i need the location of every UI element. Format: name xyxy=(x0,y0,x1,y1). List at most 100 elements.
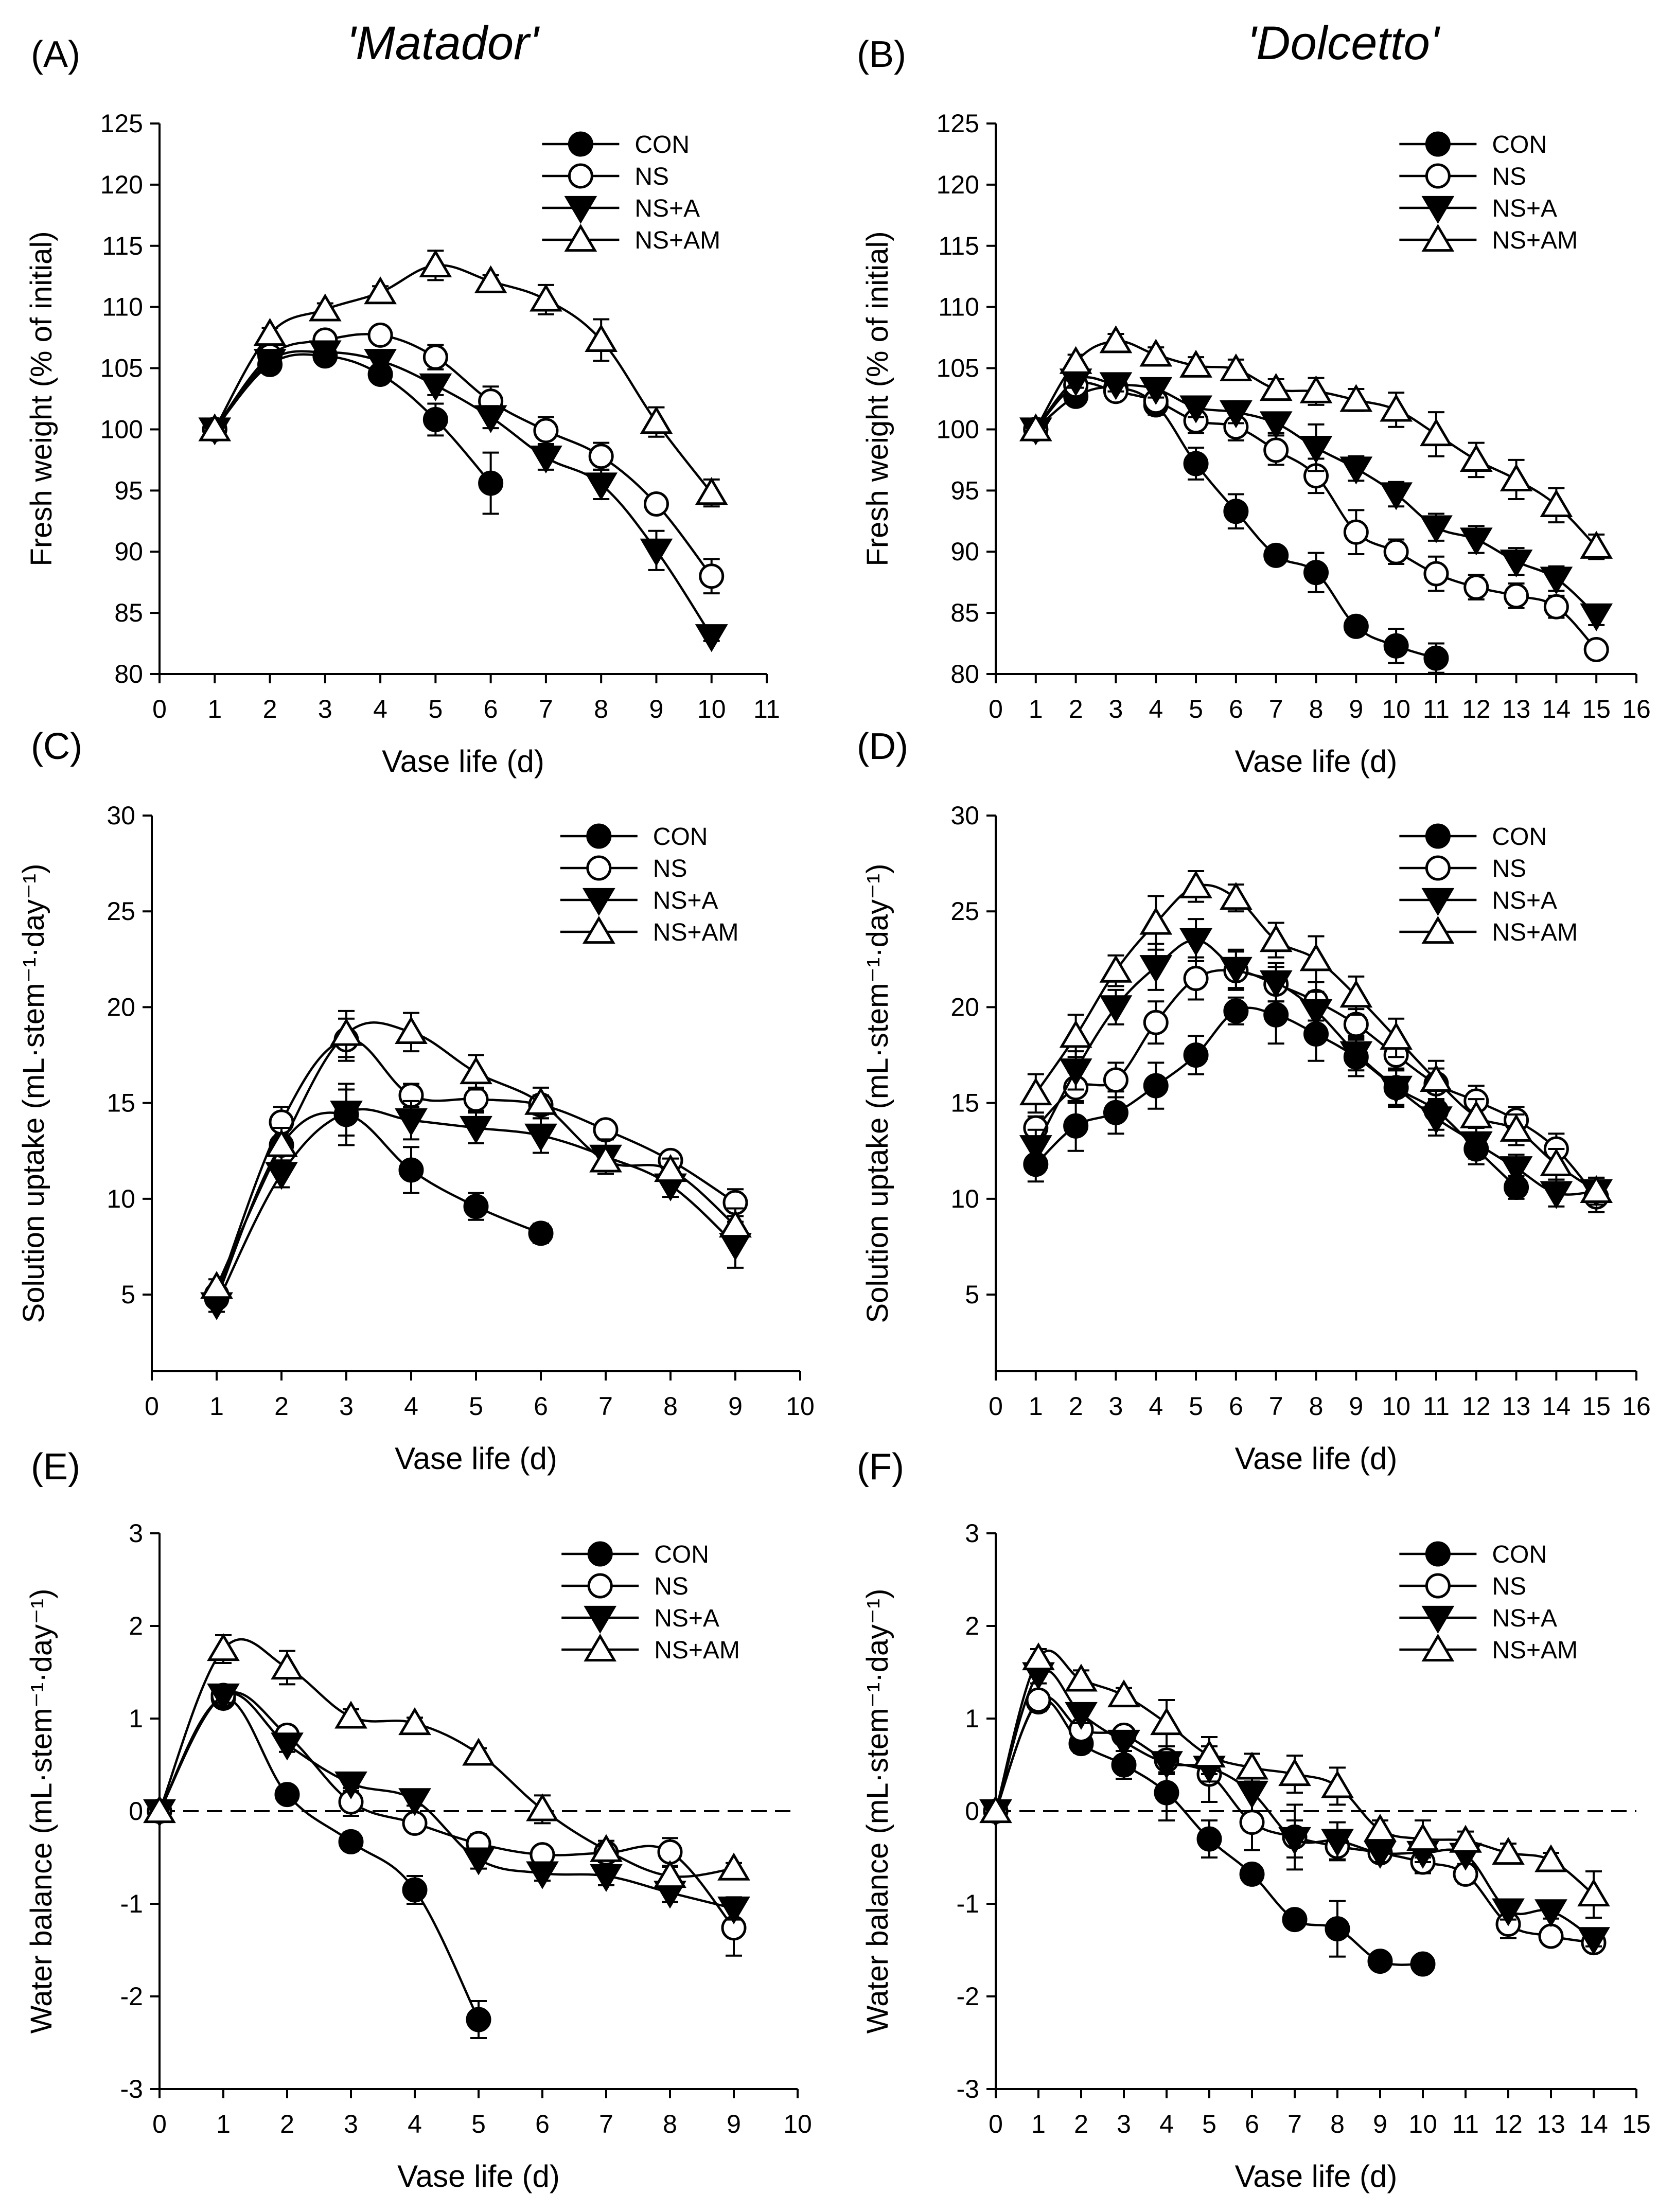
y-tick-label: 5 xyxy=(121,1280,135,1309)
data-point-NS xyxy=(593,1117,619,1143)
x-tick-label: 10 xyxy=(783,2110,812,2138)
x-tick-label: 6 xyxy=(1245,2110,1259,2138)
x-tick-label: 0 xyxy=(989,2110,1003,2138)
legend-entry-NS+AM: NS+AM xyxy=(561,1633,740,1664)
legend-entry-NS+AM: NS+AM xyxy=(542,223,720,254)
data-point-NS+AM xyxy=(143,1795,176,1824)
data-point-NS+A xyxy=(590,1864,623,1892)
y-axis-label-F: Water balance (mL·stem⁻¹·day⁻¹) xyxy=(861,1589,894,2034)
legend-entry-NS+A: NS+A xyxy=(561,1605,719,1634)
y-tick-label: 100 xyxy=(100,415,143,444)
x-tick-label: 13 xyxy=(1502,695,1531,723)
data-point-CON xyxy=(1325,1916,1350,1942)
x-tick-label: 0 xyxy=(989,695,1003,723)
data-point-NS xyxy=(1103,1067,1128,1093)
data-point-CON xyxy=(478,470,504,496)
data-point-CON xyxy=(1183,451,1209,476)
legend-entry-CON: CON xyxy=(1399,1541,1547,1568)
data-point-CON xyxy=(1143,1073,1169,1099)
data-point-NS+AM xyxy=(265,1129,298,1157)
legend-marker-NS xyxy=(1425,855,1451,881)
data-point-NS+AM xyxy=(1449,1825,1482,1853)
data-point-NS+AM xyxy=(462,1738,495,1766)
x-tick-label: 2 xyxy=(1069,695,1083,723)
legend-entry-CON: CON xyxy=(560,823,708,851)
data-point-NS+AM xyxy=(1540,1148,1573,1176)
legend-label: NS+AM xyxy=(634,227,720,254)
data-point-NS+AM xyxy=(330,1018,363,1046)
legend-entry-NS+A: NS+A xyxy=(1399,195,1557,224)
data-point-NS+A xyxy=(1139,377,1173,405)
data-point-NS+AM xyxy=(1022,1642,1055,1671)
y-tick-label: 100 xyxy=(937,415,979,444)
x-tick-label: 4 xyxy=(1149,695,1163,723)
data-point-CON xyxy=(1103,1100,1128,1125)
data-point-NS+AM xyxy=(640,406,673,434)
series-NS+AM xyxy=(979,1642,1610,1919)
data-point-NS+AM xyxy=(398,1707,431,1736)
y-axis-label-A: Fresh weight (% of initial) xyxy=(25,231,58,566)
legend-label: NS+AM xyxy=(1492,227,1578,254)
legend-label: NS+A xyxy=(1492,195,1557,222)
panel-label-C: (C) xyxy=(31,726,82,767)
data-point-NS+AM xyxy=(1339,384,1373,412)
data-point-NS+A xyxy=(1321,1829,1354,1857)
y-tick-label: 85 xyxy=(950,598,979,627)
y-tick-label: 120 xyxy=(937,170,979,199)
data-point-NS+A xyxy=(271,1732,304,1761)
data-point-NS+A xyxy=(395,1108,428,1137)
data-point-NS xyxy=(422,344,448,370)
y-tick-label: 115 xyxy=(102,232,143,260)
x-tick-label: 6 xyxy=(535,2110,550,2138)
x-tick-label: 3 xyxy=(318,695,332,723)
chart-panel-F: (F)0 1 2 3 4 5 6 7 8 9 10 11 12 13 14 15-3-2-10123Vase … xyxy=(857,1446,1651,2193)
series-line xyxy=(158,1691,735,1929)
data-point-NS+AM xyxy=(1019,1077,1052,1106)
data-point-NS+AM xyxy=(308,293,342,322)
x-tick-label: 4 xyxy=(404,1392,418,1421)
x-tick-label: 10 xyxy=(786,1392,815,1421)
legend-marker-NS+AM xyxy=(1421,1633,1455,1662)
data-point-NS+AM xyxy=(1065,1664,1098,1692)
data-point-NS+AM xyxy=(253,317,287,346)
legend-marker-NS xyxy=(586,855,612,881)
chart-panel-C: (C) 0 1 2 3 4 5 6 7 8 9 10 5 10 15 20 25 30 Vase life (d) S… xyxy=(17,726,815,1476)
data-point-CON xyxy=(1239,1861,1265,1887)
y-axis-label-E: Water balance (mL·stem⁻¹·day⁻¹) xyxy=(25,1589,58,2034)
data-point-NS+AM xyxy=(1236,1751,1268,1780)
data-point-NS+AM xyxy=(1534,1844,1567,1872)
data-point-NS+A xyxy=(1500,550,1533,578)
data-point-CON xyxy=(338,1829,364,1854)
data-point-NS+A xyxy=(1019,1135,1052,1163)
data-point-NS+AM xyxy=(1540,489,1573,517)
series-NS+AM xyxy=(200,1010,752,1299)
y-tick-label: -1 xyxy=(120,1889,143,1918)
data-point-NS+AM xyxy=(1259,924,1293,952)
legend-entry-NS: NS xyxy=(560,855,687,882)
x-tick-label: 8 xyxy=(1330,2110,1345,2138)
x-axis-label-D: Vase life (d) xyxy=(1235,1441,1398,1476)
legend-label: NS+A xyxy=(1492,1605,1557,1632)
series-NS+A xyxy=(1019,368,1613,631)
x-tick-label: 16 xyxy=(1622,1392,1651,1421)
legend-marker-NS+AM xyxy=(582,915,615,944)
data-point-NS xyxy=(588,444,614,469)
x-tick-label: 2 xyxy=(1069,1392,1083,1421)
x-tick-label: 3 xyxy=(339,1392,354,1421)
data-point-NS+A xyxy=(1492,1898,1525,1926)
data-point-NS+A xyxy=(524,1123,557,1152)
legend-label: NS xyxy=(653,855,687,882)
y-tick-label: -2 xyxy=(957,1982,979,2011)
data-point-NS+A xyxy=(1540,567,1573,595)
y-tick-label: 1 xyxy=(965,1704,979,1733)
data-point-NS+AM xyxy=(1339,980,1373,1008)
x-tick-label: 0 xyxy=(152,695,167,723)
data-point-NS+A xyxy=(1220,957,1253,985)
data-point-NS+AM xyxy=(474,265,507,293)
data-point-CON xyxy=(528,1220,554,1246)
y-tick-label: 95 xyxy=(950,476,979,505)
legend-marker-NS+A xyxy=(1421,1605,1455,1634)
data-point-NS+A xyxy=(526,1861,559,1889)
y-tick-label: 95 xyxy=(114,476,143,505)
y-tick-label: 110 xyxy=(102,293,143,322)
